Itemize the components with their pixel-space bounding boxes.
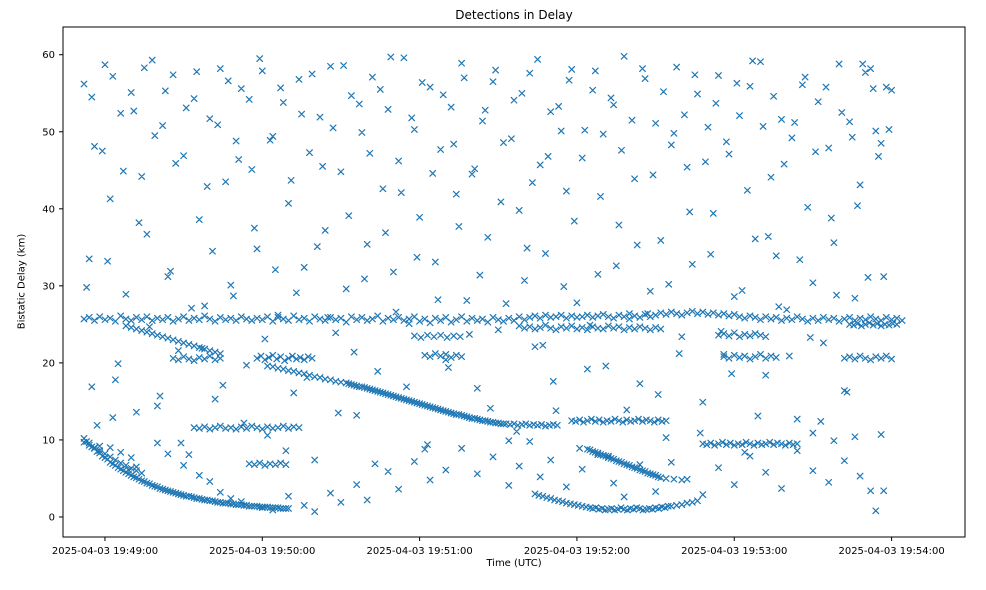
- scatter-series-target-track-2-main: [345, 380, 507, 428]
- scatter-series-target-track-2-approach: [264, 362, 350, 387]
- y-tick-label: 60: [42, 50, 55, 61]
- scatter-series-cluster-23-5km-1951: [411, 331, 464, 341]
- scatter-series-cluster-20-5km-1953: [720, 351, 780, 363]
- y-tick-label: 30: [42, 281, 55, 292]
- x-tick-label: 2025-04-03 19:53:00: [681, 546, 787, 557]
- scatter-series-band-11-5km: [190, 422, 303, 433]
- y-tick-label: 10: [42, 435, 55, 446]
- scatter-series-right-edge-points: [867, 65, 895, 515]
- scatter-series-low-track-1952-rise: [667, 497, 701, 510]
- scatter-series-band-12-5km-1952: [568, 415, 670, 426]
- axes-frame: [62, 26, 966, 538]
- scatter-series-target-track-2-lower: [584, 445, 665, 482]
- scatter-series-band-7km-1950: [245, 459, 290, 469]
- scatter-series-target-track-1-secondary: [80, 438, 146, 477]
- y-tick-label: 0: [49, 512, 55, 523]
- scatter-series-low-track-1952-floor: [589, 502, 672, 514]
- y-tick-label: 20: [42, 358, 55, 369]
- scatter-series-main-clutter-band-26km: [80, 307, 906, 327]
- scatter-series-band-9-5km-1953: [699, 438, 801, 449]
- scatter-series-left-diagonal-fade: [122, 322, 224, 357]
- x-tick-label: 2025-04-03 19:51:00: [366, 546, 472, 557]
- scatter-series-target-track-2-tail: [662, 475, 686, 484]
- scatter-series-end-cluster-20-5km: [841, 352, 895, 364]
- scatter-series-random-scatter-b: [83, 53, 872, 474]
- y-tick-label: 50: [42, 127, 55, 138]
- y-axis-label: Bistatic Delay (km): [16, 233, 28, 330]
- x-tick-label: 2025-04-03 19:54:00: [838, 546, 944, 557]
- scatter-series-cluster-21km-1951: [421, 350, 465, 361]
- x-axis-label: Time (UTC): [486, 558, 542, 569]
- y-tick-label: 40: [42, 204, 55, 215]
- scatter-series-random-scatter-a: [80, 52, 869, 471]
- scatter-series-low-region-scatter: [88, 383, 874, 515]
- x-tick-label: 2025-04-03 19:52:00: [524, 546, 630, 557]
- scatter-series-target-track-1-descent: [80, 435, 292, 512]
- scatter-series-end-cluster-25km: [846, 319, 901, 330]
- x-tick-label: 2025-04-03 19:50:00: [209, 546, 315, 557]
- scatter-series-cluster-20-5km-1950: [253, 351, 316, 364]
- chart-title: Detections in Delay: [455, 8, 573, 22]
- scatter-series-cluster-23-5km-1953: [715, 329, 770, 341]
- x-tick-label: 2025-04-03 19:49:00: [52, 546, 158, 557]
- scatter-series-sub-band-24-5km: [515, 321, 665, 334]
- scatter-series-cluster-20-5km-early: [169, 352, 224, 364]
- scatter-series-low-track-1952-descent: [531, 490, 594, 512]
- scatter-series-target-track-2-flat: [502, 420, 561, 430]
